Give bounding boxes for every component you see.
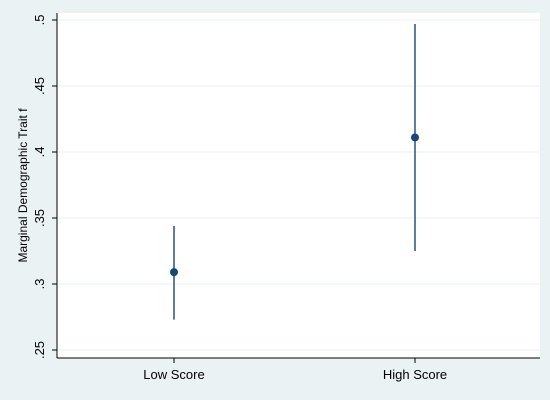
point-estimate-marker [170, 268, 178, 277]
y-tick-label: .25 [32, 341, 47, 359]
point-estimate-marker [411, 133, 419, 142]
y-axis-title: Marginal Demographic Trait f [16, 108, 30, 263]
plot-area [57, 13, 540, 358]
y-axis-ticks: .25 .3 .35 .4 .45 .5 [32, 15, 57, 359]
y-tick-label: .3 [32, 279, 47, 290]
y-tick-label: .45 [32, 77, 47, 95]
grid-lines [58, 19, 540, 351]
x-axis-ticks: Low Score High Score [143, 358, 447, 382]
x-tick-label: High Score [383, 367, 447, 382]
y-tick-label: .5 [32, 15, 47, 26]
y-tick-label: .35 [32, 209, 47, 227]
data-marks [170, 23, 419, 320]
x-tick-label: Low Score [143, 367, 204, 382]
y-tick-label: .4 [32, 147, 47, 158]
